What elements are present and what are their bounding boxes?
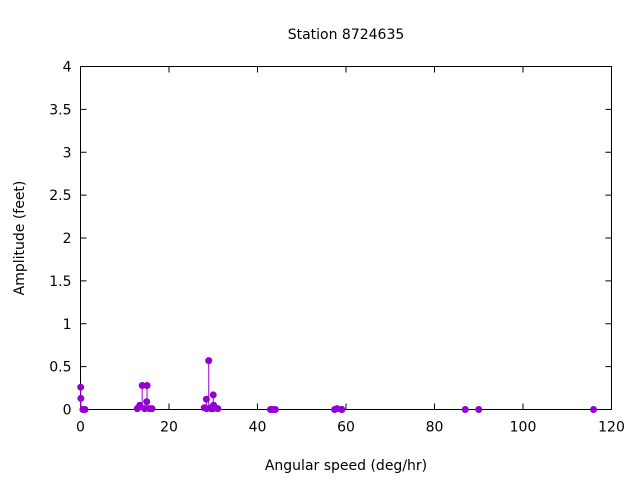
- data-point: [202, 395, 210, 403]
- y-tick-label: 4: [63, 60, 72, 76]
- data-point: [81, 406, 89, 413]
- y-tick-label: 1: [63, 317, 72, 333]
- y-tick-label: 2: [63, 231, 72, 247]
- x-tick-label: 120: [598, 420, 625, 436]
- chart-title: Station 8724635: [288, 27, 405, 43]
- x-tick-label: 80: [426, 420, 444, 436]
- data-point: [136, 401, 144, 409]
- y-tick-label: 0: [63, 403, 72, 419]
- data-point: [475, 406, 483, 413]
- x-tick-label: 100: [510, 420, 537, 436]
- data-point: [138, 381, 146, 389]
- x-tick-label: 0: [76, 420, 85, 436]
- data-point: [271, 406, 279, 413]
- y-tick-label: 1.5: [49, 274, 71, 290]
- y-tick-label: 3: [63, 145, 72, 161]
- y-tick-label: 3.5: [49, 102, 71, 118]
- data-point: [205, 357, 213, 365]
- y-tick-label: 0.5: [49, 360, 71, 376]
- data-point: [77, 383, 85, 391]
- y-tick-label: 2.5: [49, 188, 71, 204]
- data-point: [77, 394, 85, 402]
- data-point: [148, 405, 156, 413]
- data-point: [214, 405, 222, 413]
- x-tick-label: 40: [249, 420, 267, 436]
- data-point: [590, 406, 598, 413]
- y-axis-label: Amplitude (feet): [12, 181, 28, 296]
- data-point: [209, 391, 217, 399]
- x-axis-label: Angular speed (deg/hr): [265, 458, 427, 474]
- data-point: [338, 406, 346, 413]
- data-point: [461, 406, 469, 413]
- x-tick-label: 20: [160, 420, 178, 436]
- x-tick-label: 60: [337, 420, 355, 436]
- data-point: [143, 381, 151, 389]
- plot-frame: [80, 66, 612, 410]
